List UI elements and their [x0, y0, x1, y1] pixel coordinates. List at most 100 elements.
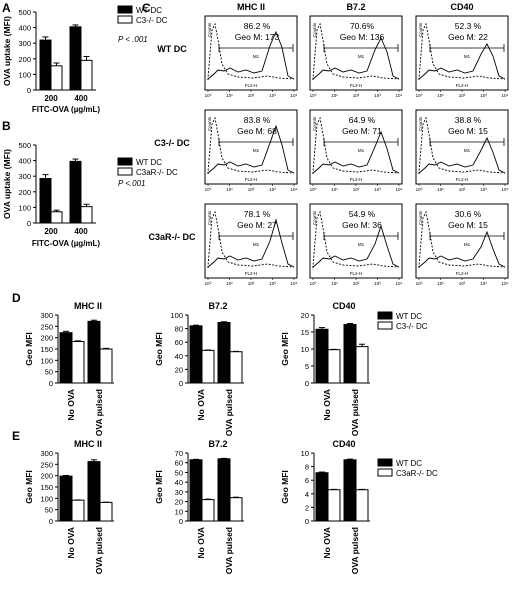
- histogram-x-label: FL2-H: [350, 177, 363, 182]
- y-tick-label: 0: [305, 517, 309, 526]
- stained-histogram-curve: [312, 36, 400, 80]
- histogram-x-tick-label: 10³: [480, 93, 487, 98]
- y-tick-label: 5: [305, 362, 309, 371]
- y-tick-label: 400: [18, 24, 31, 33]
- histogram-x-tick-label: 10³: [269, 187, 276, 192]
- histogram-x-tick-label: 10⁴: [502, 281, 509, 286]
- x-tick-label: OVA pulsed: [224, 389, 234, 436]
- legend-label: WT DC: [396, 459, 422, 468]
- y-tick-label: 70: [175, 449, 183, 458]
- isotype-histogram-curve: [418, 210, 506, 268]
- y-tick-label: 400: [18, 157, 31, 166]
- histogram-y-label: Counts: [207, 116, 212, 131]
- x-tick-label: OVA pulsed: [350, 527, 360, 574]
- legend-swatch: [377, 468, 393, 477]
- y-tick-label: 0: [49, 379, 53, 388]
- histogram-x-tick-label: 10⁴: [291, 93, 298, 98]
- y-tick-label: 500: [18, 8, 31, 17]
- histogram-x-tick-label: 10³: [374, 93, 381, 98]
- y-tick-label: 10: [301, 449, 309, 458]
- legend-swatch: [117, 167, 133, 176]
- bar: [50, 65, 63, 91]
- histogram-x-tick-label: 10⁰: [310, 93, 317, 98]
- legend-swatch: [117, 157, 133, 166]
- geometric-mean: Geo M: 15: [448, 220, 488, 230]
- flow-column-title: B7.2: [346, 2, 365, 12]
- bar: [59, 475, 73, 522]
- gate-percent: 78.1 %: [244, 209, 271, 219]
- histogram-x-tick-label: 10¹: [226, 281, 233, 286]
- histogram-x-tick-label: 10¹: [331, 281, 338, 286]
- bar-chart-0: 0 100 200 300 400 500 OVA uptake (MFI) 200 400 FI…: [2, 5, 168, 114]
- y-tick-label: 250: [40, 460, 53, 469]
- y-tick-label: 200: [18, 188, 31, 197]
- histogram-x-tick-label: 10³: [480, 187, 487, 192]
- y-axis-label: OVA uptake (MFI): [2, 149, 12, 219]
- y-tick-label: 250: [40, 322, 53, 331]
- histogram-y-label: Counts: [418, 22, 423, 37]
- y-tick-label: 100: [18, 70, 31, 79]
- x-tick-label: 400: [74, 94, 88, 103]
- y-tick-label: 0: [305, 379, 309, 388]
- bar: [189, 459, 203, 522]
- histogram-x-tick-label: 10²: [459, 187, 466, 192]
- y-tick-label: 150: [40, 345, 53, 354]
- histogram-x-tick-label: 10³: [374, 281, 381, 286]
- histogram-cell: Counts 10⁰ 10¹ 10² 10³ 10⁴ FL2-H M1 54.9 %Geo M:…: [309, 203, 403, 286]
- gate-percent: 30.6 %: [455, 209, 482, 219]
- bar: [39, 178, 52, 224]
- flow-row-label: C3aR-/- DC: [148, 232, 196, 242]
- legend-label: C3-/- DC: [136, 16, 168, 25]
- geometric-mean: Geo M: 136: [340, 32, 385, 42]
- bar: [87, 461, 101, 522]
- y-tick-label: 300: [18, 39, 31, 48]
- histogram-x-tick-label: 10²: [353, 93, 360, 98]
- y-tick-label: 100: [40, 356, 53, 365]
- x-tick-label: OVA pulsed: [350, 389, 360, 436]
- stained-histogram-curve: [418, 230, 506, 268]
- histogram-cell: Counts 10⁰ 10¹ 10² 10³ 10⁴ FL2-H M1 64.9 %Geo M:…: [309, 109, 403, 192]
- histogram-x-tick-label: 10⁴: [502, 93, 509, 98]
- bar: [80, 59, 93, 91]
- histogram-x-tick-label: 10⁴: [502, 187, 509, 192]
- histogram-x-tick-label: 10³: [374, 187, 381, 192]
- chart-title: MHC II: [74, 301, 102, 311]
- gate-percent: 86.2 %: [244, 21, 271, 31]
- y-tick-label: 40: [175, 352, 183, 361]
- histogram-x-tick-label: 10²: [248, 187, 255, 192]
- gate-label: M1: [253, 54, 260, 59]
- histogram-x-tick-label: 10²: [353, 187, 360, 192]
- isotype-histogram-curve: [418, 116, 506, 174]
- flow-row-label: WT DC: [157, 44, 187, 54]
- bar: [99, 348, 113, 384]
- histogram-cell: Counts 10⁰ 10¹ 10² 10³ 10⁴ FL2-H M1 78.1 %Geo M:…: [204, 203, 298, 286]
- bar: [99, 501, 113, 522]
- stained-histogram-curve: [418, 43, 506, 80]
- histogram-y-label: Counts: [207, 210, 212, 225]
- histogram-x-tick-label: 10⁰: [310, 281, 317, 286]
- histogram-x-tick-label: 10³: [269, 281, 276, 286]
- bar: [80, 206, 93, 224]
- y-axis-label: OVA uptake (MFI): [2, 16, 12, 86]
- histogram-x-tick-label: 10²: [459, 281, 466, 286]
- histogram-y-label: Counts: [207, 22, 212, 37]
- geometric-mean: Geo M: 27: [237, 220, 277, 230]
- y-tick-label: 200: [40, 472, 53, 481]
- isotype-histogram-curve: [418, 22, 506, 80]
- y-tick-label: 300: [40, 449, 53, 458]
- panel-letter-e: E: [12, 429, 20, 443]
- chart-title: CD40: [332, 439, 355, 449]
- gate-percent: 64.9 %: [349, 115, 376, 125]
- legend-label: WT DC: [136, 158, 162, 167]
- histogram-x-tick-label: 10⁴: [396, 281, 403, 286]
- bar: [39, 39, 52, 91]
- legend-swatch: [117, 15, 133, 24]
- x-tick-label: 400: [74, 227, 88, 236]
- y-tick-label: 4: [305, 490, 309, 499]
- y-tick-label: 0: [49, 517, 53, 526]
- bar: [71, 499, 85, 522]
- x-tick-label: No OVA: [66, 527, 76, 558]
- y-tick-label: 15: [301, 328, 309, 337]
- x-tick-label: OVA pulsed: [94, 527, 104, 574]
- y-tick-label: 60: [175, 459, 183, 468]
